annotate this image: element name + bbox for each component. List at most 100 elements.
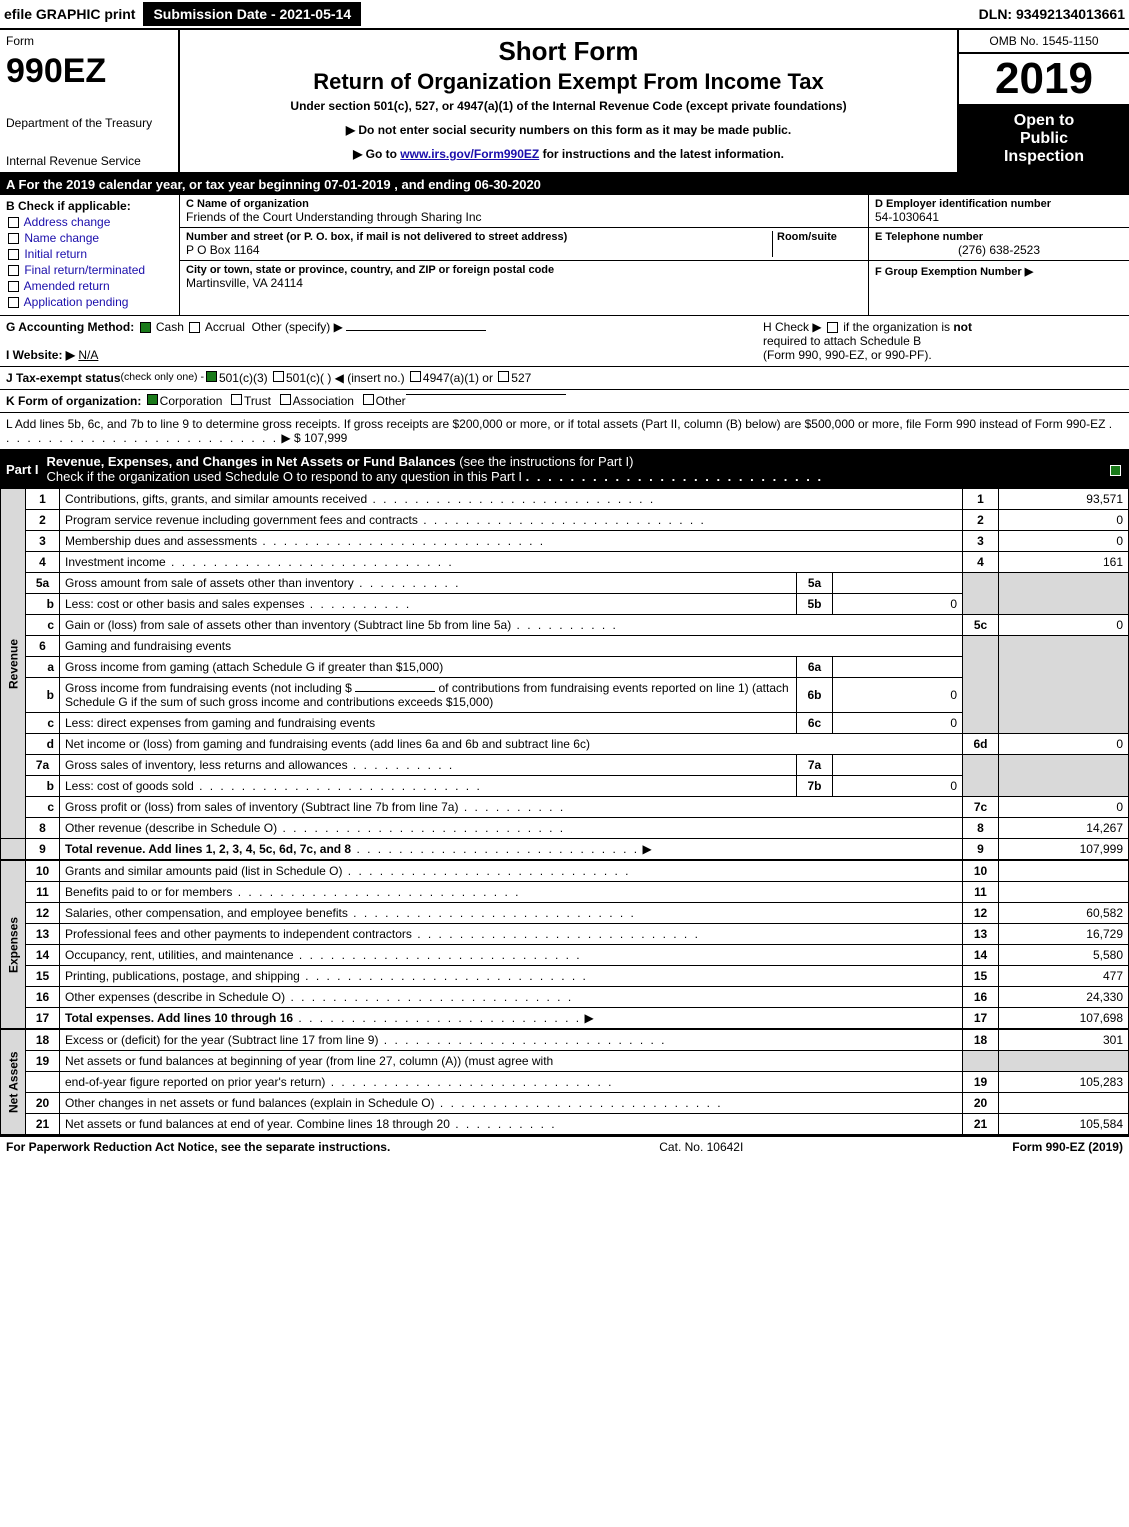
ln-6d-val: 0 [999,734,1129,755]
k-trust: Trust [244,394,271,408]
ln-4-desc: Investment income [65,555,166,569]
header-left: Form 990EZ Department of the Treasury In… [0,30,180,172]
top-bar: efile GRAPHIC print Submission Date - 20… [0,0,1129,30]
chk-final-return[interactable]: Final return/terminated [6,263,173,277]
part-i-title: Revenue, Expenses, and Changes in Net As… [47,454,456,469]
under-section: Under section 501(c), 527, or 4947(a)(1)… [290,99,846,113]
telephone: (276) 638-2523 [875,243,1123,257]
ln-17-desc: Total expenses. Add lines 10 through 16 [65,1011,293,1025]
ln-21-desc: Net assets or fund balances at end of ye… [65,1117,450,1131]
chk-assoc[interactable] [280,394,291,405]
goto-link[interactable]: www.irs.gov/Form990EZ [400,147,539,161]
h-text4: (Form 990, 990-EZ, or 990-PF). [763,348,932,362]
open2: Public [961,130,1127,148]
open1: Open to [961,112,1127,130]
ln-18-val: 301 [999,1030,1129,1051]
ln-12-desc: Salaries, other compensation, and employ… [65,906,348,920]
website: N/A [78,348,98,362]
col-def: D Employer identification number 54-1030… [869,195,1129,315]
ln-5b-desc: Less: cost or other basis and sales expe… [65,597,304,611]
org-street: P O Box 1164 [186,243,772,257]
chk-527[interactable] [498,371,509,382]
tax-year: 2019 [959,54,1129,106]
ln-9-desc: Total revenue. Add lines 1, 2, 3, 4, 5c,… [65,842,351,856]
ln-6c-desc: Less: direct expenses from gaming and fu… [65,716,375,730]
goto-pre: ▶ Go to [353,147,400,161]
j-opt1: 501(c)(3) [219,371,268,385]
chk-application-pending[interactable]: Application pending [6,295,173,309]
ln-6-desc: Gaming and fundraising events [65,639,231,653]
efile-label[interactable]: efile GRAPHIC print [4,6,135,22]
footer-center: Cat. No. 10642I [659,1140,743,1154]
ln-6c-iv: 0 [833,713,963,734]
c-name-label: C Name of organization [186,198,862,210]
ln-6b-iv: 0 [833,678,963,713]
open3: Inspection [961,148,1127,166]
l-arrow: ▶ $ [281,431,304,445]
ln-1-val: 93,571 [999,489,1129,510]
chk-501c3[interactable] [206,371,217,382]
ln-14-desc: Occupancy, rent, utilities, and maintena… [65,948,294,962]
ln-5a-desc: Gross amount from sale of assets other t… [65,576,354,590]
ln-5a-iv [833,573,963,594]
col-b-checks: B Check if applicable: Address change Na… [0,195,180,315]
i-label: I Website: ▶ [6,348,75,362]
form-word: Form [6,34,172,48]
ln-17-val: 107,698 [999,1008,1129,1029]
h-text1: H Check ▶ [763,320,825,334]
dln: DLN: 93492134013661 [979,6,1125,22]
chk-trust[interactable] [231,394,242,405]
ln-20-val [999,1093,1129,1114]
no-ssn-note: ▶ Do not enter social security numbers o… [346,123,791,137]
chk-4947[interactable] [410,371,421,382]
ln-10-desc: Grants and similar amounts paid (list in… [65,864,342,878]
e-label: E Telephone number [875,231,1123,243]
chk-schedule-o[interactable] [1110,465,1121,476]
ln-16-val: 24,330 [999,987,1129,1008]
expenses-table: Expenses 10 Grants and similar amounts p… [0,860,1129,1029]
goto-post: for instructions and the latest informat… [543,147,784,161]
chk-name-change[interactable]: Name change [6,231,173,245]
ln-8-desc: Other revenue (describe in Schedule O) [65,821,277,835]
org-city: Martinsville, VA 24114 [186,276,862,290]
chk-other[interactable] [363,394,374,405]
f-label: F Group Exemption Number ▶ [875,266,1033,278]
chk-accrual[interactable] [189,322,200,333]
g-other: Other (specify) ▶ [252,320,343,334]
ln-6a-desc: Gross income from gaming (attach Schedul… [65,660,443,674]
netassets-table: Net Assets 18 Excess or (deficit) for th… [0,1029,1129,1135]
chk-cash[interactable] [140,322,151,333]
ln-2-desc: Program service revenue including govern… [65,513,418,527]
row-j: J Tax-exempt status (check only one) - 5… [0,367,1129,390]
chk-address-change[interactable]: Address change [6,215,173,229]
ln-5b-iv: 0 [833,594,963,615]
ln-1-desc: Contributions, gifts, grants, and simila… [65,492,367,506]
ln-15-desc: Printing, publications, postage, and shi… [65,969,300,983]
omb-number: OMB No. 1545-1150 [959,30,1129,54]
ln-11-val [999,882,1129,903]
org-name: Friends of the Court Understanding throu… [186,210,862,224]
ln-7b-iv: 0 [833,776,963,797]
chk-501c[interactable] [273,371,284,382]
part-i-sub: Check if the organization used Schedule … [47,469,523,484]
chk-corp[interactable] [147,394,158,405]
ln-18-desc: Excess or (deficit) for the year (Subtra… [65,1033,378,1047]
part-i-paren: (see the instructions for Part I) [459,454,633,469]
chk-h[interactable] [827,322,838,333]
ln-13-desc: Professional fees and other payments to … [65,927,412,941]
open-public-inspection: Open to Public Inspection [959,106,1129,172]
revenue-table: Revenue 1 Contributions, gifts, grants, … [0,488,1129,860]
row-a-tax-year: A For the 2019 calendar year, or tax yea… [0,174,1129,195]
j-small: (check only one) - [121,371,204,383]
ln-6b-pre: Gross income from fundraising events (no… [65,681,355,695]
j-opt4: 527 [511,371,531,385]
ln-20-desc: Other changes in net assets or fund bala… [65,1096,435,1110]
ln-3-desc: Membership dues and assessments [65,534,257,548]
dept-treasury: Department of the Treasury [6,116,172,130]
chk-amended-return[interactable]: Amended return [6,279,173,293]
g-cash: Cash [156,320,184,334]
ln-2-val: 0 [999,510,1129,531]
c-street-label: Number and street (or P. O. box, if mail… [186,231,772,243]
ln-6a-iv [833,657,963,678]
chk-initial-return[interactable]: Initial return [6,247,173,261]
